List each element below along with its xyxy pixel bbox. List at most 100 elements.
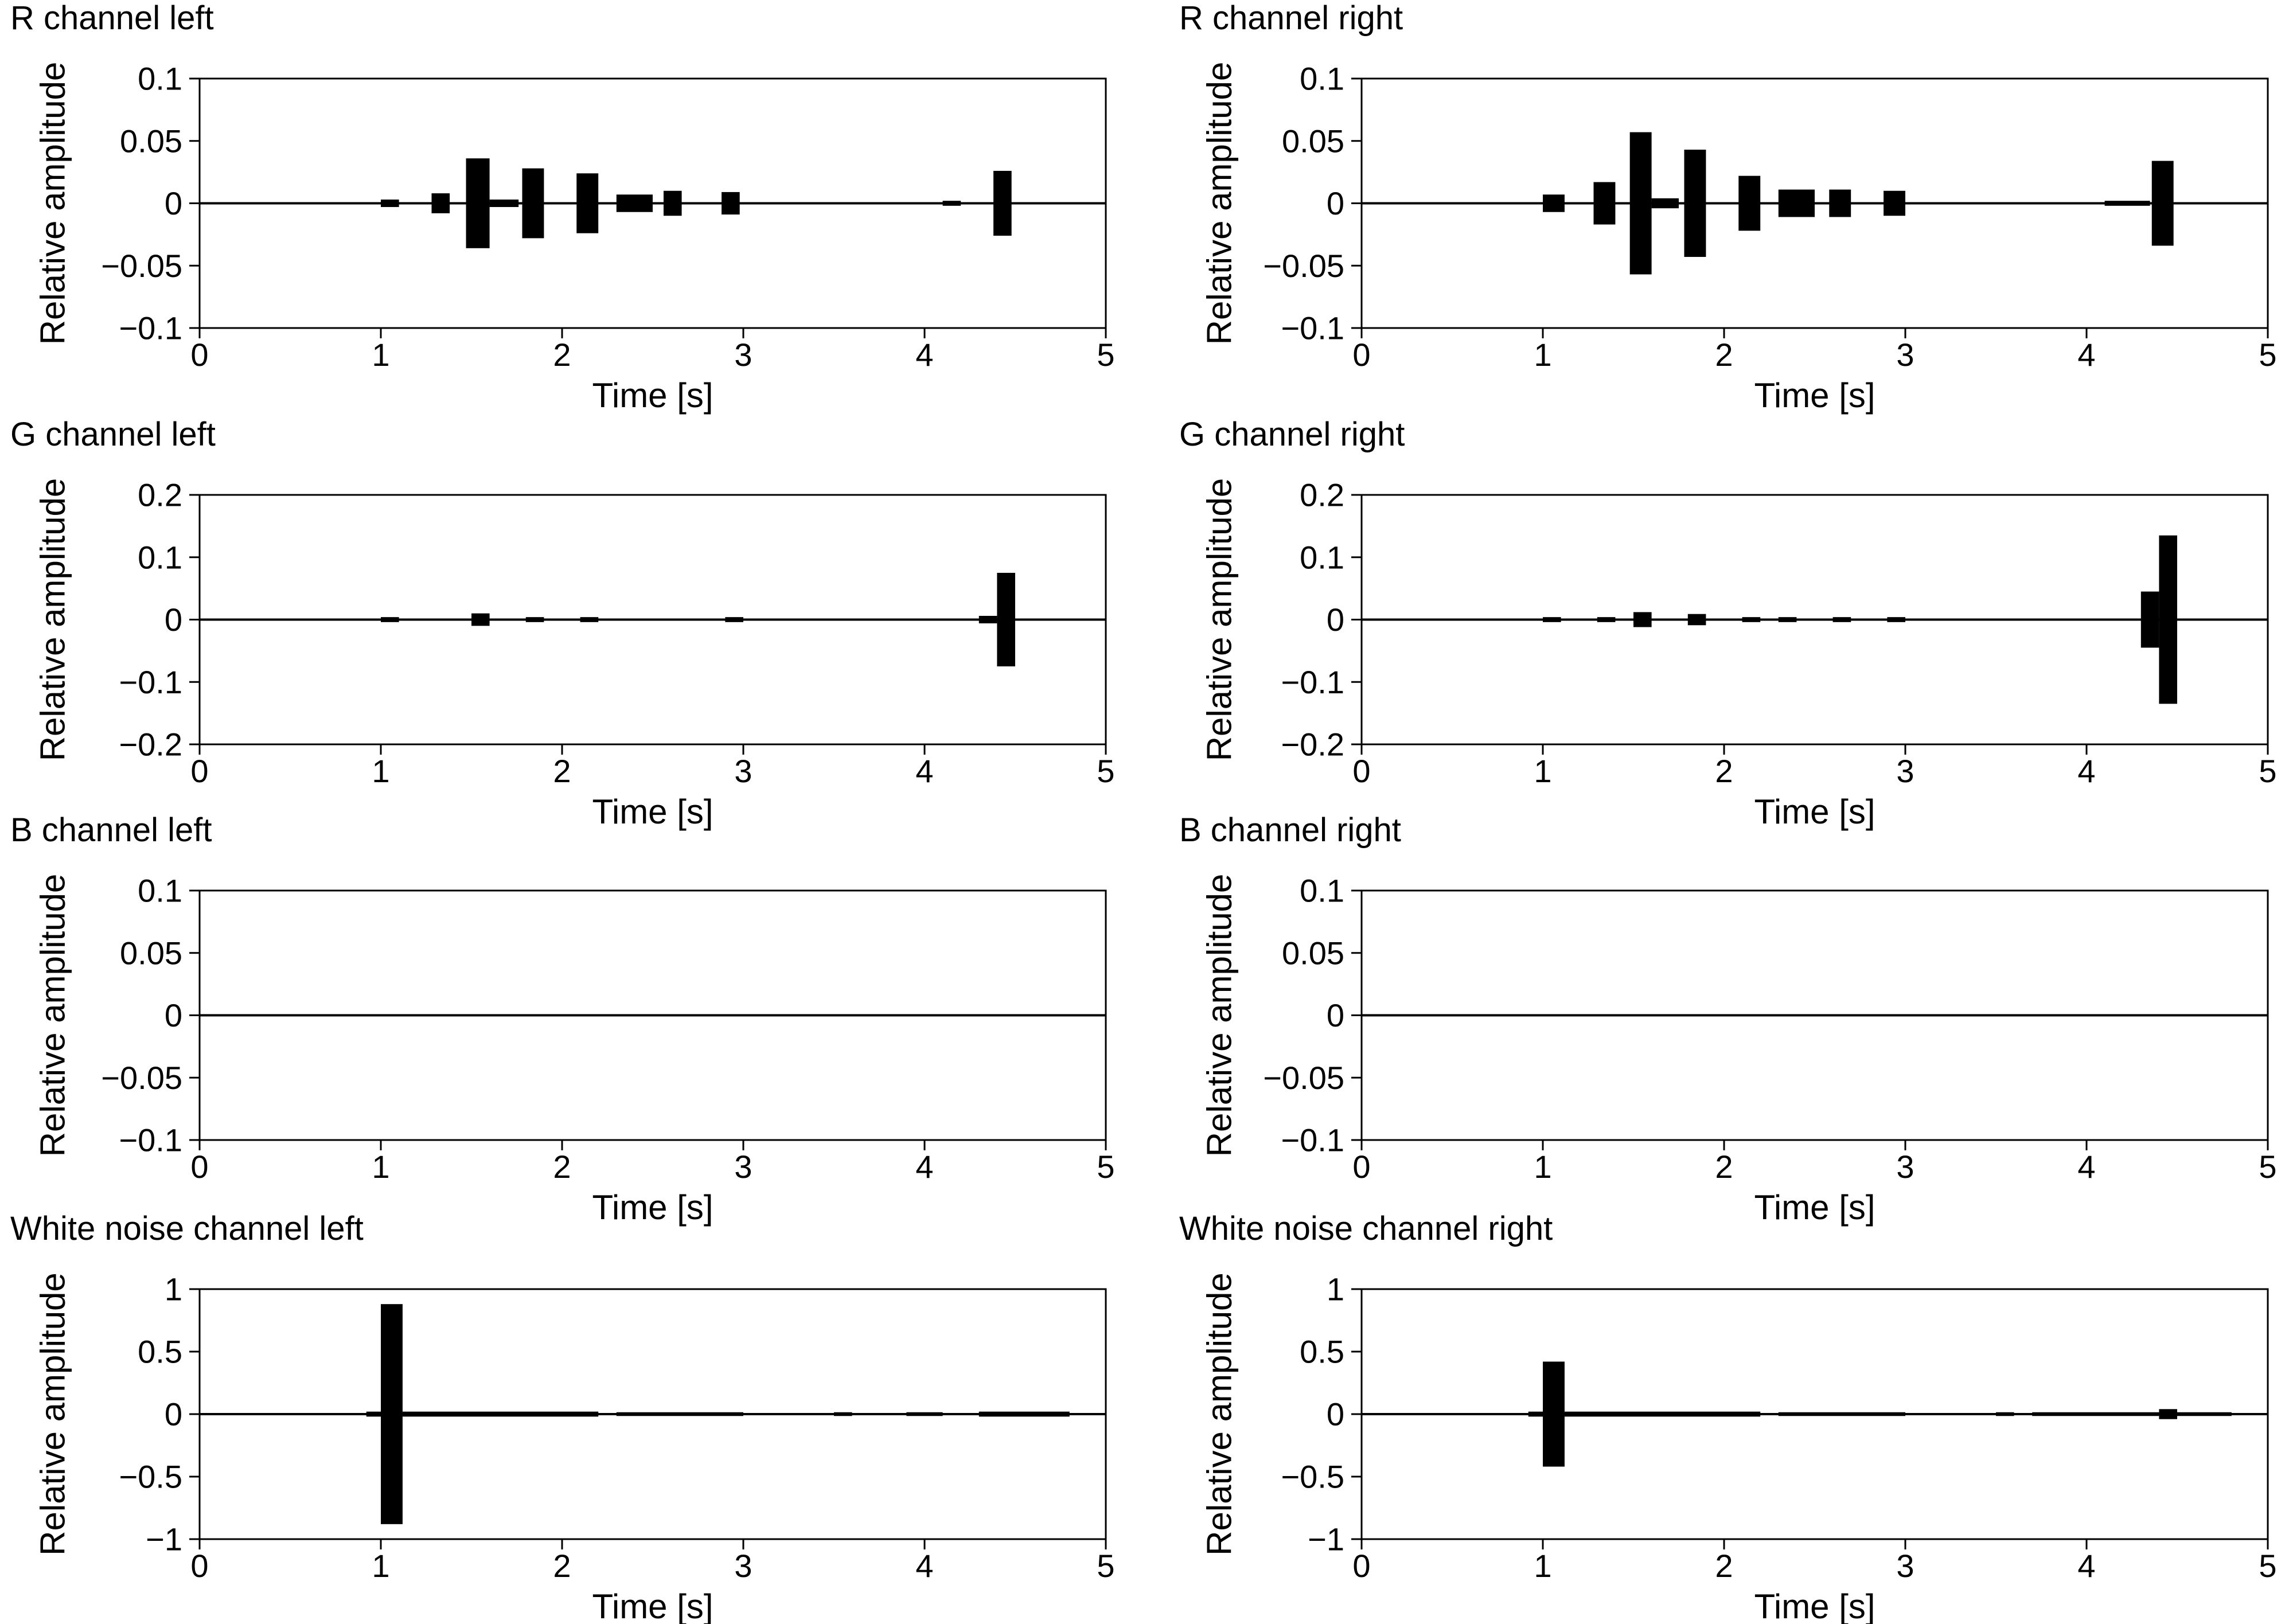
x-tick-label: 4 <box>915 753 933 789</box>
x-tick-label: 2 <box>553 337 571 373</box>
x-axis-title: Time [s] <box>592 1587 713 1624</box>
x-tick-label: 1 <box>372 1548 389 1584</box>
y-tick-label: 0.05 <box>120 123 182 159</box>
x-tick-label: 4 <box>2077 1149 2095 1185</box>
y-tick-label: −0.2 <box>1281 727 1344 763</box>
y-tick-label: −0.2 <box>119 727 182 763</box>
x-tick-label: 5 <box>2259 1548 2276 1584</box>
x-tick-label: 3 <box>734 753 752 789</box>
y-tick-label: 0.1 <box>138 873 182 909</box>
y-tick-label: 0.5 <box>1300 1334 1344 1370</box>
y-tick-label: 0.1 <box>1300 61 1344 97</box>
x-tick-label: 4 <box>915 1149 933 1185</box>
y-tick-label: 1 <box>165 1271 182 1307</box>
y-tick-label: −1 <box>1308 1521 1344 1557</box>
y-axis-title: Relative amplitude <box>1200 874 1239 1157</box>
panel-title: B channel left <box>10 811 212 849</box>
y-axis-title: Relative amplitude <box>34 62 72 345</box>
y-tick-label: 0.5 <box>138 1334 182 1370</box>
y-tick-label: 0 <box>165 602 182 638</box>
panel-title: G channel left <box>10 416 216 453</box>
x-tick-label: 2 <box>553 1548 571 1584</box>
x-tick-label: 5 <box>2259 337 2276 373</box>
x-tick-label: 5 <box>2259 1149 2276 1185</box>
panel-title: R channel right <box>1179 0 1403 37</box>
x-tick-label: 0 <box>190 753 208 789</box>
y-tick-label: 0 <box>165 185 182 221</box>
y-tick-label: 0 <box>165 1396 182 1432</box>
x-axis-title: Time [s] <box>592 793 713 831</box>
y-axis-title: Relative amplitude <box>34 478 72 762</box>
x-tick-label: 1 <box>1534 337 1551 373</box>
panel-title: White noise channel right <box>1179 1210 1553 1247</box>
x-tick-label: 4 <box>2077 1548 2095 1584</box>
y-axis-title: Relative amplitude <box>1200 1272 1239 1556</box>
x-tick-label: 1 <box>1534 1149 1551 1185</box>
x-tick-label: 1 <box>372 337 389 373</box>
y-tick-label: 0 <box>1327 997 1344 1033</box>
x-tick-label: 1 <box>372 1149 389 1185</box>
x-tick-label: 0 <box>190 1548 208 1584</box>
x-tick-label: 2 <box>553 753 571 789</box>
y-tick-label: 0.1 <box>138 61 182 97</box>
x-tick-label: 3 <box>1896 337 1914 373</box>
x-tick-label: 3 <box>1896 1548 1914 1584</box>
y-tick-label: −0.05 <box>101 248 182 284</box>
y-tick-label: −0.1 <box>119 310 182 346</box>
x-tick-label: 1 <box>1534 1548 1551 1584</box>
x-tick-label: 2 <box>1715 337 1733 373</box>
x-tick-label: 3 <box>1896 753 1914 789</box>
x-tick-label: 4 <box>2077 337 2095 373</box>
y-tick-label: 0.1 <box>1300 873 1344 909</box>
y-tick-label: 0.1 <box>1300 539 1344 575</box>
y-tick-label: −0.1 <box>1281 310 1344 346</box>
y-tick-label: −0.1 <box>1281 1122 1344 1158</box>
x-axis-title: Time [s] <box>1754 376 1875 415</box>
x-tick-label: 1 <box>372 753 389 789</box>
x-tick-label: 2 <box>1715 753 1733 789</box>
y-tick-label: 0.2 <box>138 477 182 513</box>
x-tick-label: 3 <box>734 337 752 373</box>
x-axis-title: Time [s] <box>1754 1587 1875 1624</box>
x-tick-label: 1 <box>1534 753 1551 789</box>
y-axis-title: Relative amplitude <box>1200 478 1239 762</box>
x-tick-label: 5 <box>1097 1149 1114 1185</box>
y-tick-label: 0.05 <box>120 935 182 971</box>
x-axis-title: Time [s] <box>1754 1188 1875 1227</box>
x-tick-label: 5 <box>2259 753 2276 789</box>
x-tick-label: 0 <box>190 337 208 373</box>
y-tick-label: 0.05 <box>1282 935 1344 971</box>
panel-title: B channel right <box>1179 811 1401 849</box>
x-tick-label: 0 <box>1352 1149 1370 1185</box>
y-tick-label: 0.05 <box>1282 123 1344 159</box>
x-tick-label: 5 <box>1097 337 1114 373</box>
y-tick-label: 0 <box>165 997 182 1033</box>
x-tick-label: 2 <box>553 1149 571 1185</box>
y-tick-label: 0 <box>1327 185 1344 221</box>
y-tick-label: 0 <box>1327 602 1344 638</box>
x-axis-title: Time [s] <box>592 376 713 415</box>
x-tick-label: 5 <box>1097 1548 1114 1584</box>
y-tick-label: −0.1 <box>119 1122 182 1158</box>
y-tick-label: −1 <box>146 1521 182 1557</box>
panel-title: G channel right <box>1179 416 1405 453</box>
panel-title: R channel left <box>10 0 214 37</box>
x-axis-title: Time [s] <box>1754 793 1875 831</box>
y-tick-label: −0.05 <box>1263 1060 1344 1096</box>
y-tick-label: −0.05 <box>1263 248 1344 284</box>
x-tick-label: 0 <box>1352 337 1370 373</box>
x-tick-label: 3 <box>734 1149 752 1185</box>
x-tick-label: 0 <box>190 1149 208 1185</box>
x-tick-label: 4 <box>915 337 933 373</box>
y-axis-title: Relative amplitude <box>34 1272 72 1556</box>
y-tick-label: −0.05 <box>101 1060 182 1096</box>
y-tick-label: −0.1 <box>119 664 182 700</box>
x-axis-title: Time [s] <box>592 1188 713 1227</box>
